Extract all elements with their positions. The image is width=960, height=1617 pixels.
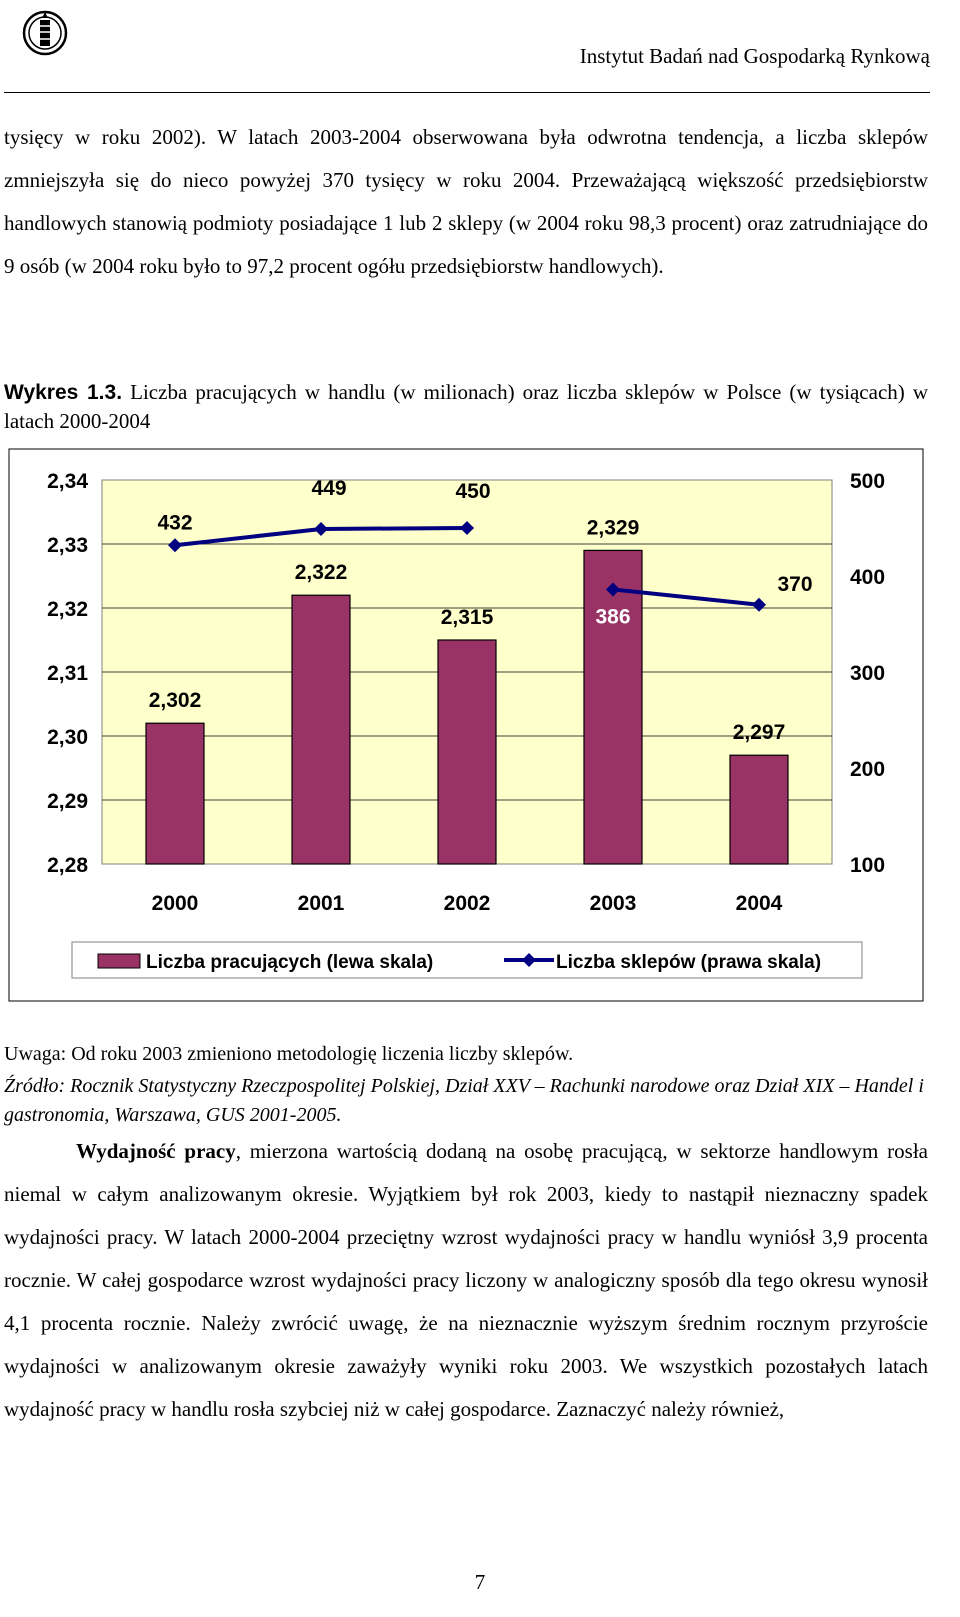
paragraph-productivity: Wydajność pracy, mierzona wartością doda… [4, 1130, 928, 1431]
x-axis-tick-label: 2001 [298, 892, 345, 915]
legend-box [71, 941, 863, 979]
bar-2000 [145, 722, 205, 865]
bar-2002 [437, 639, 497, 865]
line-point-2002 [460, 521, 474, 535]
x-axis-tick-label: 2003 [590, 892, 637, 915]
left-axis-tick-label: 2,30 [47, 726, 88, 749]
legend-label-line: Liczba sklepów (prawa skala) [556, 952, 821, 973]
line-data-label: 450 [455, 480, 490, 503]
bar-2003 [583, 549, 643, 865]
bar-data-label: 2,302 [149, 689, 202, 712]
line-data-label: 432 [157, 511, 192, 534]
bar-data-label: 2,322 [295, 561, 348, 584]
x-axis-tick-label: 2000 [152, 892, 199, 915]
x-axis-tick-label: 2002 [444, 892, 491, 915]
bar-data-label: 2,329 [587, 516, 640, 539]
left-axis-tick-label: 2,32 [47, 598, 88, 621]
line-data-label: 449 [311, 477, 346, 500]
left-axis-tick-label: 2,33 [47, 534, 88, 557]
line-point-2001 [314, 521, 328, 536]
institute-logo-icon [22, 10, 68, 56]
institute-name: Instytut Badań nad Gospodarką Rynkową [579, 44, 930, 68]
page-number: 7 [474, 1570, 486, 1594]
paragraph-body: , mierzona wartością dodaną na osobę pra… [4, 1139, 929, 1421]
line-point-2000 [168, 538, 182, 553]
legend-label-bars: Liczba pracujących (lewa skala) [146, 952, 433, 973]
legend-swatch-bars [97, 953, 141, 969]
chart-container: 2,34 2,33 2,32 2,31 2,30 2,29 2,28 500 400 300 200… [8, 448, 924, 1032]
legend-swatch-marker [522, 953, 536, 967]
paragraph-bold-term: Wydajność pracy [76, 1139, 236, 1163]
left-axis-tick-label: 2,34 [47, 470, 88, 493]
right-axis-tick-label: 200 [850, 758, 885, 781]
bar-2001 [291, 594, 351, 865]
chart-source: Źródło: Rocznik Statystyczny Rzeczpospol… [4, 1075, 924, 1126]
figure-caption: Wykres 1.3. Liczba pracujących w handlu … [4, 378, 928, 436]
right-axis-tick-label: 500 [850, 470, 885, 493]
line-point-2003 [606, 582, 620, 597]
header-rule [4, 92, 930, 93]
right-axis-tick-label: 400 [850, 566, 885, 589]
page-header: Instytut Badań nad Gospodarką Rynkową [0, 0, 960, 100]
bar-data-label: 2,315 [441, 606, 494, 629]
figure-caption-text: Liczba pracujących w handlu (w milionach… [4, 380, 929, 433]
left-axis-tick-label: 2,31 [47, 662, 88, 685]
right-axis-tick-label: 300 [850, 662, 885, 685]
chart-note: Uwaga: Od roku 2003 zmieniono metodologi… [4, 1043, 574, 1065]
line-data-label: 370 [777, 573, 812, 596]
bar-data-label: 2,297 [733, 721, 786, 744]
combo-chart: 2,34 2,33 2,32 2,31 2,30 2,29 2,28 500 400 300 200… [8, 448, 924, 1002]
left-axis-tick-label: 2,29 [47, 790, 88, 813]
paragraph-intro: tysięcy w roku 2002). W latach 2003-2004… [4, 125, 928, 278]
line-series-segment-2003-2004 [612, 587, 760, 607]
x-axis-tick-label: 2004 [736, 892, 783, 915]
right-axis-tick-label: 100 [850, 854, 885, 877]
bar-2004 [729, 754, 789, 865]
left-axis-tick-label: 2,28 [47, 854, 88, 877]
figure-label: Wykres 1.3. [4, 381, 123, 404]
line-data-label: 386 [595, 605, 630, 628]
line-point-2004 [752, 597, 766, 612]
